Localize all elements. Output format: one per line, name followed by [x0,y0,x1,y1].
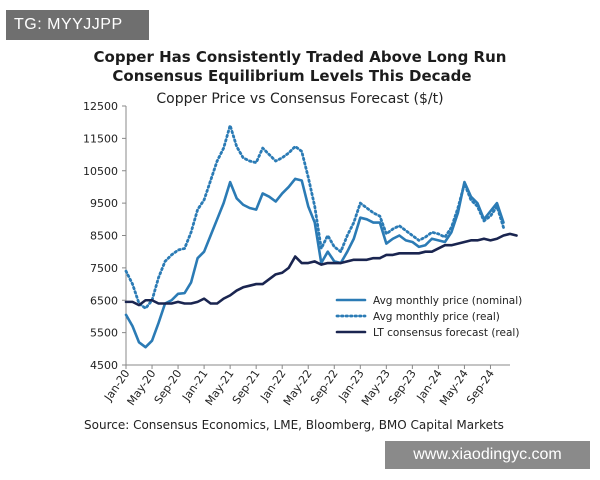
x-tick-label: Sep-24 [464,367,497,406]
watermark-top-left: TG: MYYJJPP [6,10,149,40]
series-group [124,124,518,349]
chart-title-line1: Copper Has Consistently Traded Above Lon… [93,48,507,66]
chart-subtitle: Copper Price vs Consensus Forecast ($/t) [156,91,444,107]
legend-label: Avg monthly price (real) [373,311,500,323]
y-tick-label: 11500 [83,132,118,145]
x-tick-label: Sep-20 [152,367,185,406]
y-tick-label: 9500 [90,197,118,210]
legend-label: Avg monthly price (nominal) [373,295,522,307]
x-tick-label: Sep-21 [230,367,263,406]
source-note: Source: Consensus Economics, LME, Bloomb… [84,418,504,432]
x-tick-label: Sep-23 [386,367,419,406]
legend: Avg monthly price (nominal) Avg monthly p… [335,295,522,339]
y-tick-label: 10500 [83,165,118,178]
y-tick-label: 5500 [90,327,118,340]
chart-title-line2: Consensus Equilibrium Levels This Decade [112,67,472,85]
y-tick-label: 7500 [90,262,118,275]
y-tick-label: 4500 [90,359,118,372]
x-tick-label: Sep-22 [308,367,341,406]
watermark-bottom-right: www.xiaodingyc.com [385,441,590,469]
y-tick-label: 8500 [90,230,118,243]
series-line-nominal [124,177,505,349]
series-line-consensus [124,232,518,307]
y-axis: 4500 5500 6500 7500 8500 9500 10500 11500 12500 [83,100,127,372]
y-tick-label: 12500 [83,100,118,113]
series-line-real [124,124,505,310]
legend-label: LT consensus forecast (real) [373,327,519,339]
x-axis: Jan-20May-20Sep-20Jan-21May-21Sep-21Jan-… [101,364,510,408]
y-tick-label: 6500 [90,294,118,307]
